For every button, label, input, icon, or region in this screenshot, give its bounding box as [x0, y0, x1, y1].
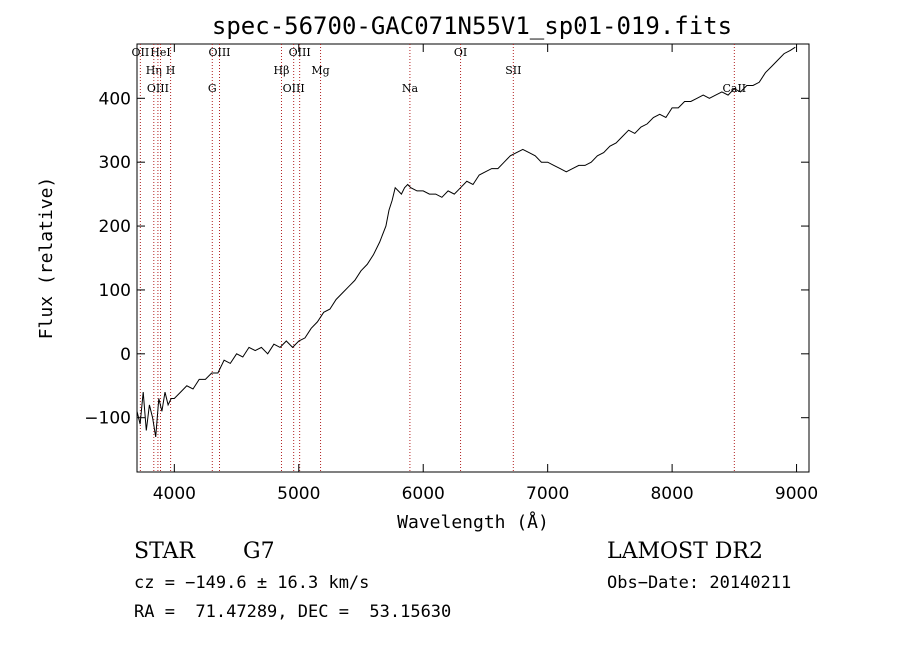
line-label-8: OIII — [283, 82, 305, 95]
line-label-11: Na — [402, 82, 419, 95]
coordinates: RA = 71.47289, DEC = 53.15630 — [134, 602, 452, 622]
x-tick-label: 8000 — [650, 484, 693, 504]
y-tick-label: 0 — [120, 345, 131, 365]
x-tick-label: 9000 — [775, 484, 818, 504]
chart-title: spec-56700-GAC071N55V1_sp01-019.fits — [212, 12, 732, 40]
plot-frame — [136, 43, 810, 473]
redshift-velocity: cz = −149.6 ± 16.3 km/s — [134, 573, 370, 593]
x-tick-label: 4000 — [153, 484, 196, 504]
y-axis-label: Flux (relative) — [36, 177, 57, 340]
object-subclass: G7 — [243, 539, 275, 564]
line-label-13: SII — [505, 64, 521, 77]
line-label-6: OIII — [208, 46, 230, 59]
line-label-12: OI — [454, 46, 467, 59]
x-tick-label: 5000 — [277, 484, 320, 504]
line-label-4: H — [166, 64, 176, 77]
line-label-2: OIII — [147, 82, 169, 95]
line-label-10: Mg — [311, 64, 329, 77]
y-tick-label: 200 — [99, 217, 131, 237]
line-label-5: G — [208, 82, 217, 95]
object-class: STAR — [134, 539, 195, 564]
spectrum-line — [136, 46, 796, 437]
x-tick-label: 6000 — [402, 484, 445, 504]
x-tick-label: 7000 — [526, 484, 569, 504]
line-label-7: Hβ — [274, 64, 290, 77]
observation-date: Obs−Date: 20140211 — [607, 573, 792, 593]
y-tick-label: 100 — [99, 281, 131, 301]
line-label-1: Hη — [146, 64, 162, 77]
line-label-9: OIII — [289, 46, 311, 59]
line-label-0: OII — [132, 46, 150, 59]
y-tick-label: 300 — [99, 153, 131, 173]
y-tick-label: −100 — [84, 409, 131, 429]
x-axis-label: Wavelength (Å) — [397, 511, 549, 533]
line-label-3: HeI — [150, 46, 170, 59]
y-tick-label: 400 — [99, 89, 131, 109]
survey-label: LAMOST DR2 — [607, 539, 763, 564]
